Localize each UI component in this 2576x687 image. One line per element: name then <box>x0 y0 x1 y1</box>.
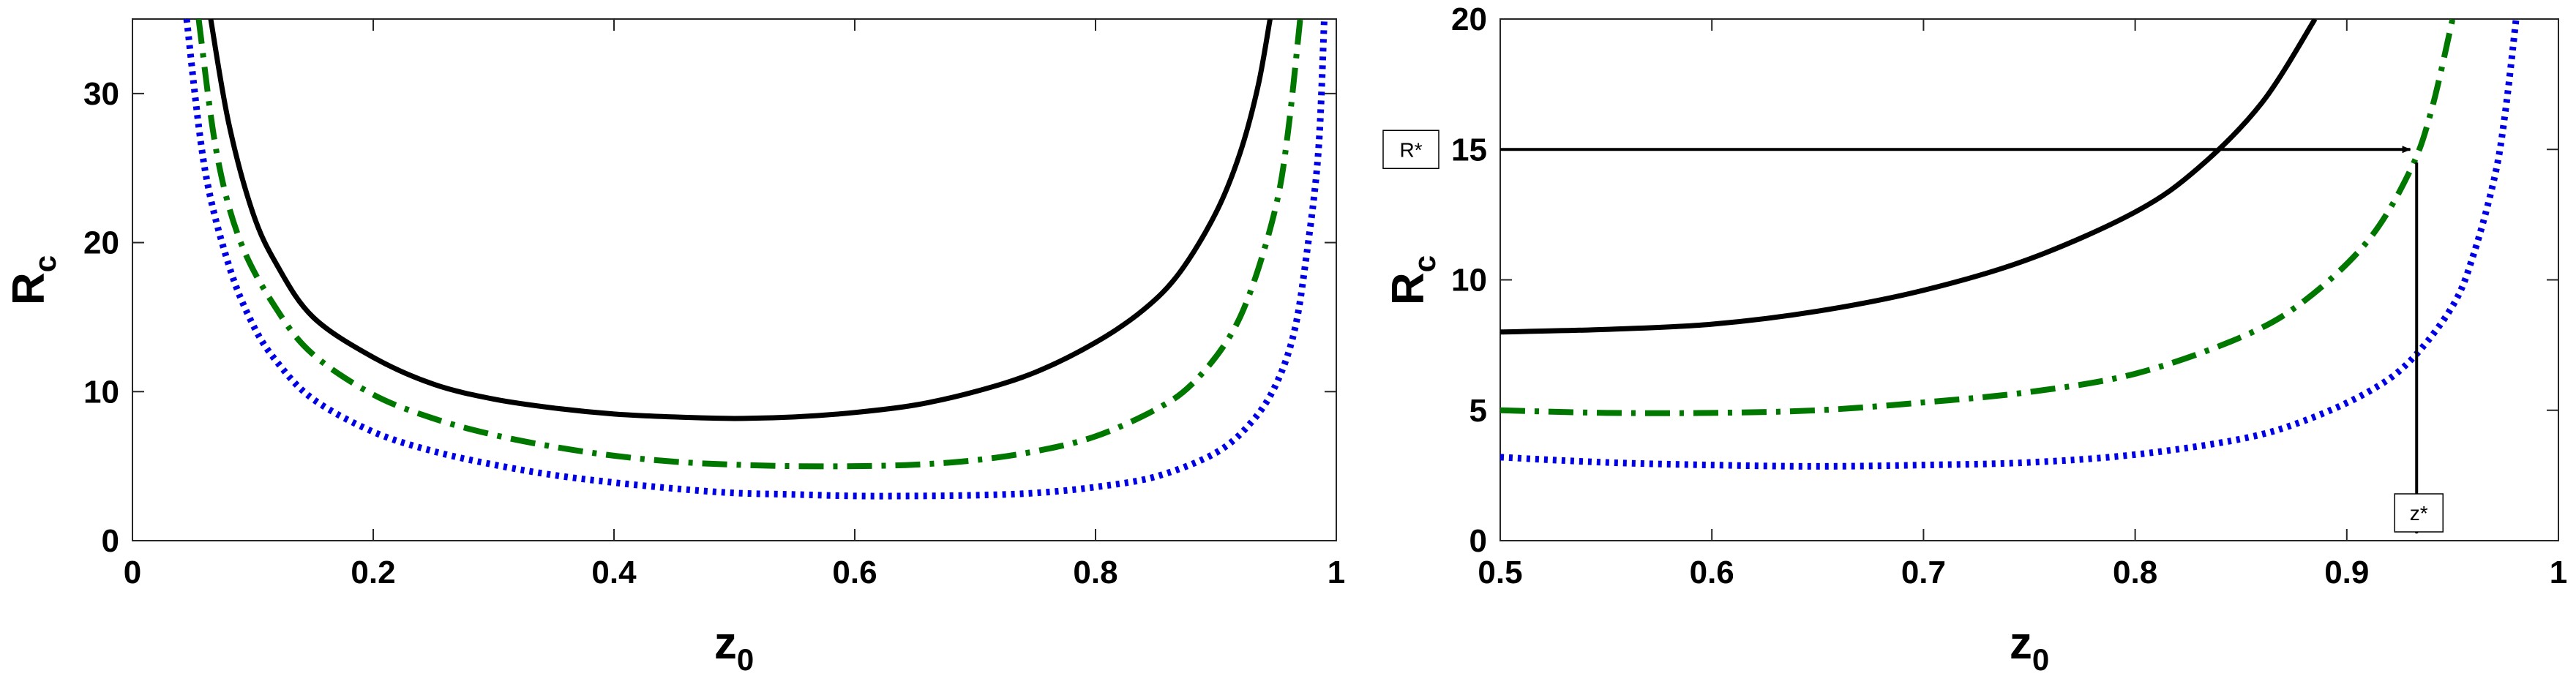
right-x-tick-label: 0.7 <box>1901 555 1946 590</box>
left-x-tick-label: 1 <box>1328 555 1345 590</box>
left-x-tick-label: 0 <box>124 555 141 590</box>
right-x-tick-label: 0.6 <box>1690 555 1734 590</box>
left-curves <box>183 19 1328 500</box>
right-y-tick-label: 20 <box>1451 1 1487 37</box>
right-series-dotted <box>1500 19 2520 470</box>
left-x-tick-label: 0.6 <box>832 555 877 590</box>
left-y-tick-label: 10 <box>83 374 119 410</box>
left-x-tick-label: 0.4 <box>591 555 637 590</box>
z-star-label: z* <box>2410 502 2428 525</box>
left-series-solid <box>208 19 1273 421</box>
right-x-axis-label: z0 <box>2010 618 2049 677</box>
r-star-label-box <box>1382 129 1439 169</box>
left-plot-frame <box>132 18 1337 541</box>
right-series-dashdot <box>1500 19 2456 416</box>
z-star-label-box <box>2394 493 2444 533</box>
right-y-tick-label: 5 <box>1469 393 1487 429</box>
right-x-tick-label: 0.8 <box>2113 555 2157 590</box>
left-y-axis-label: Rc <box>4 255 62 305</box>
left-x-tick-label: 0.8 <box>1073 555 1117 590</box>
left-series-dotted <box>183 19 1328 500</box>
right-y-axis-label: Rc <box>1383 255 1442 305</box>
left-x-tick-label: 0.2 <box>351 555 395 590</box>
r-star-label: R* <box>1399 138 1422 161</box>
left-x-axis-label: z0 <box>714 618 754 677</box>
right-y-tick-label: 10 <box>1451 263 1487 299</box>
left-y-tick-label: 20 <box>83 225 119 261</box>
right-y-tick-label: 15 <box>1451 132 1487 168</box>
right-annotations: R* z* <box>1382 129 2444 534</box>
right-x-tick-label: 0.9 <box>2324 555 2369 590</box>
left-series-dashdot <box>195 19 1303 470</box>
left-y-tick-label: 30 <box>83 76 119 112</box>
right-series-solid <box>1500 19 2318 335</box>
left-y-tick-label: 0 <box>102 523 119 559</box>
right-curves <box>1500 19 2520 470</box>
right-x-tick-label: 1 <box>2550 555 2567 590</box>
right-y-tick-label: 0 <box>1469 523 1487 559</box>
right-x-tick-label: 0.5 <box>1478 555 1522 590</box>
